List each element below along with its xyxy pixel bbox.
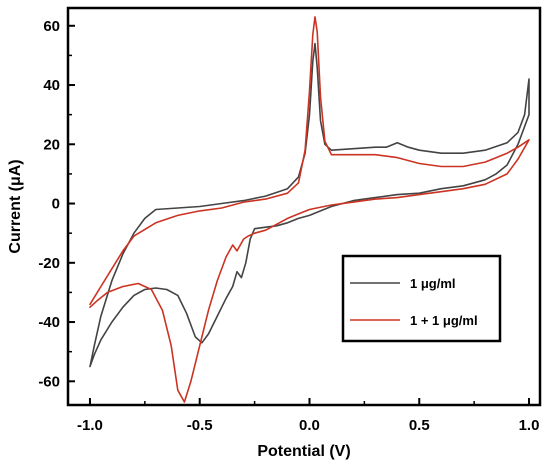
plot-frame — [66, 6, 542, 407]
y-tick-label: 20 — [43, 136, 60, 153]
y-tick-label: 60 — [43, 18, 60, 35]
y-tick-label: 0 — [52, 196, 60, 213]
plot-border — [66, 6, 542, 407]
x-tick-label: -0.5 — [187, 417, 213, 434]
series-line-1 — [89, 42, 530, 368]
y-axis-title: Current (μA) — [7, 159, 24, 253]
y-tick-label: -40 — [38, 314, 60, 331]
legend-label-series-2: 1 + 1 μg/ml — [410, 313, 478, 328]
series-line-2 — [89, 16, 530, 403]
data-curves — [89, 16, 530, 403]
x-axis-title: Potential (V) — [257, 443, 350, 460]
legend: 1 μg/ml 1 + 1 μg/ml — [341, 254, 502, 343]
y-tick-label: -20 — [38, 255, 60, 272]
legend-label-series-1: 1 μg/ml — [410, 276, 456, 291]
y-tick-label: -60 — [38, 373, 60, 390]
legend-box — [341, 254, 502, 343]
x-tick-label: 0.5 — [409, 417, 430, 434]
y-axis-ticks: -60 -40 -20 0 20 40 60 — [38, 18, 75, 390]
y-tick-label: 40 — [43, 77, 60, 94]
x-tick-label: 1.0 — [519, 417, 540, 434]
x-tick-label: 0.0 — [299, 417, 320, 434]
x-axis-ticks: -1.0 -0.5 0.0 0.5 1.0 — [77, 398, 539, 434]
x-tick-label: -1.0 — [77, 417, 103, 434]
